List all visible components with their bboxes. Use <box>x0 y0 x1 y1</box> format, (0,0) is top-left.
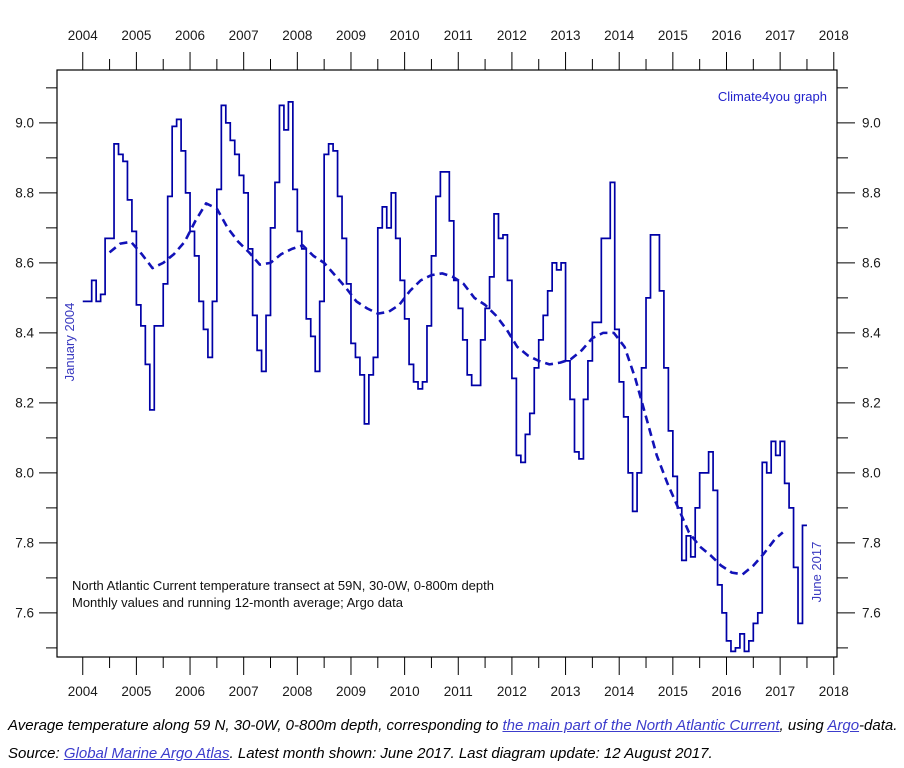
x-tick-label-top: 2011 <box>444 28 473 43</box>
y-tick-label-right: 8.2 <box>862 395 881 410</box>
plot-frame <box>56 69 838 658</box>
start-date-label: January 2004 <box>62 303 77 382</box>
x-tick-label-top: 2017 <box>765 28 795 43</box>
x-tick-label-bottom: 2012 <box>497 684 527 699</box>
y-tick-label-right: 7.6 <box>862 605 881 620</box>
x-tick-label-top: 2009 <box>336 28 366 43</box>
y-tick-label-right: 8.6 <box>862 255 881 270</box>
y-tick-label-left: 8.4 <box>15 325 34 340</box>
y-tick-label-left: 8.0 <box>15 465 34 480</box>
x-tick-label-bottom: 2016 <box>711 684 741 699</box>
footer: Average temperature along 59 N, 30-0W, 0… <box>8 712 900 768</box>
y-tick-label-left: 8.2 <box>15 395 34 410</box>
annotation-line1: North Atlantic Current temperature trans… <box>72 578 494 593</box>
footer-link[interactable]: Global Marine Argo Atlas <box>63 745 230 762</box>
axes: 2004 2004 2005 2005 2006 2006 2007 2007 2008 2008… <box>15 28 881 699</box>
x-tick-label-bottom: 2010 <box>390 684 420 699</box>
footer-line2: Source: Global Marine Argo Atlas. Latest… <box>8 740 900 768</box>
y-tick-label-right: 8.8 <box>862 185 881 200</box>
footer-link[interactable]: Argo <box>827 717 860 734</box>
footer-link[interactable]: the main part of the North Atlantic Curr… <box>502 717 780 734</box>
x-tick-label-top: 2014 <box>604 28 635 43</box>
x-tick-label-bottom: 2005 <box>121 684 151 699</box>
y-tick-label-left: 7.6 <box>15 605 34 620</box>
temperature-chart-canvas: 2004 2004 2005 2005 2006 2006 2007 2007 2008 2008… <box>15 28 881 699</box>
x-tick-label-top: 2015 <box>658 28 688 43</box>
y-tick-label-left: 7.8 <box>15 535 34 550</box>
x-tick-label-bottom: 2009 <box>336 684 366 699</box>
footer-text: . Latest month shown: June 2017. Last di… <box>229 745 713 762</box>
y-tick-label-left: 8.8 <box>15 185 34 200</box>
monthly-series-line <box>82 101 807 653</box>
watermark-label: Climate4you graph <box>718 89 827 104</box>
footer-text: -data. <box>859 717 898 734</box>
x-tick-label-bottom: 2008 <box>282 684 312 699</box>
footer-text: Average temperature along 59 N, 30-0W, 0… <box>8 717 503 734</box>
x-tick-label-bottom: 2014 <box>604 684 635 699</box>
footer-text: Source: <box>8 745 64 762</box>
y-tick-label-right: 8.4 <box>862 325 881 340</box>
y-tick-label-right: 9.0 <box>862 115 881 130</box>
y-tick-label-right: 7.8 <box>862 535 881 550</box>
x-tick-label-bottom: 2011 <box>444 684 473 699</box>
annotation-line2: Monthly values and running 12-month aver… <box>72 595 404 610</box>
x-tick-label-bottom: 2007 <box>229 684 259 699</box>
x-tick-label-top: 2008 <box>282 28 312 43</box>
x-tick-label-top: 2012 <box>497 28 527 43</box>
x-tick-label-top: 2006 <box>175 28 205 43</box>
x-tick-label-top: 2013 <box>551 28 581 43</box>
end-date-label: June 2017 <box>809 542 824 603</box>
y-tick-label-left: 9.0 <box>15 115 34 130</box>
running-average-line <box>108 202 784 576</box>
x-tick-label-top: 2018 <box>819 28 849 43</box>
footer-line1: Average temperature along 59 N, 30-0W, 0… <box>8 712 900 740</box>
x-tick-label-bottom: 2006 <box>175 684 205 699</box>
x-tick-label-bottom: 2013 <box>551 684 581 699</box>
x-tick-label-bottom: 2015 <box>658 684 688 699</box>
x-tick-label-top: 2016 <box>711 28 741 43</box>
x-tick-label-bottom: 2004 <box>68 684 99 699</box>
y-tick-label-left: 8.6 <box>15 255 34 270</box>
x-tick-label-top: 2004 <box>68 28 99 43</box>
y-tick-label-right: 8.0 <box>862 465 881 480</box>
footer-text: , using <box>779 717 828 734</box>
x-tick-label-bottom: 2017 <box>765 684 795 699</box>
x-tick-label-top: 2005 <box>121 28 151 43</box>
x-tick-label-bottom: 2018 <box>819 684 849 699</box>
x-tick-label-top: 2007 <box>229 28 259 43</box>
x-tick-label-top: 2010 <box>390 28 420 43</box>
